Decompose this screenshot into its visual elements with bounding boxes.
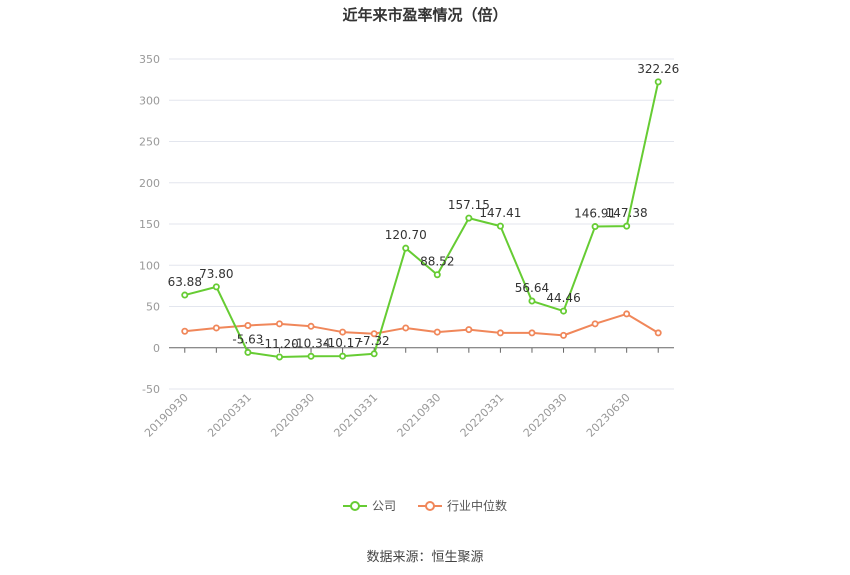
legend-item-company[interactable]: 公司: [342, 497, 396, 514]
series-line: [184, 312, 659, 337]
legend-line-icon: [418, 500, 442, 511]
data-point: [307, 352, 315, 360]
data-point: [275, 353, 283, 361]
x-tick-label: 20190930: [142, 391, 191, 440]
legend-label: 行业中位数: [447, 499, 508, 513]
y-tick-label: 100: [139, 259, 160, 272]
data-label: 44.46: [546, 291, 580, 305]
data-point: [465, 214, 473, 222]
data-label: 120.70: [385, 228, 427, 242]
y-tick-label: 300: [139, 94, 160, 107]
data-point: [623, 222, 631, 230]
legend-item-industry-median[interactable]: 行业中位数: [418, 497, 507, 514]
legend-line-icon: [342, 500, 367, 511]
data-point: [591, 223, 599, 231]
data-point: [212, 283, 220, 291]
data-point: [307, 322, 315, 330]
data-point: [623, 310, 631, 318]
data-label: -5.63: [232, 332, 263, 346]
data-point: [496, 329, 504, 337]
data-label: 157.15: [448, 198, 490, 212]
y-tick-label: 150: [139, 218, 160, 231]
y-tick-label: 200: [139, 177, 160, 190]
data-point: [465, 326, 473, 334]
data-point: [181, 291, 189, 299]
data-point: [339, 328, 347, 336]
data-point: [560, 331, 568, 339]
y-tick-label: 250: [139, 136, 160, 149]
data-label: 63.88: [168, 275, 202, 289]
data-point: [654, 329, 662, 337]
data-point: [433, 328, 441, 336]
y-tick-label: 0: [153, 342, 160, 355]
data-label: -7.32: [359, 334, 390, 348]
data-label: 147.38: [606, 206, 648, 220]
data-point: [275, 320, 283, 328]
data-point: [181, 327, 189, 335]
source-note: 数据来源：恒生聚源: [366, 550, 484, 565]
x-tick-label: 20200930: [268, 391, 317, 440]
legend-label: 公司: [371, 499, 396, 513]
series-line: [184, 81, 660, 358]
data-point: [560, 307, 568, 315]
y-tick-label: 50: [146, 301, 160, 314]
chart-title: 近年来市盈率情况（倍）: [342, 6, 508, 24]
x-tick-label: 20210331: [331, 391, 380, 440]
data-label: 147.41: [479, 206, 521, 220]
data-point: [402, 324, 410, 332]
x-tick-label: 20210930: [395, 391, 444, 440]
data-label: -10.17: [323, 336, 362, 350]
data-point: [654, 78, 662, 86]
x-tick-label: 20200331: [205, 391, 254, 440]
data-point: [244, 348, 252, 356]
grid-lines: [169, 58, 674, 390]
data-point: [402, 244, 410, 252]
x-tick-label: 20220930: [521, 391, 570, 440]
data-label: -10.34: [292, 336, 331, 350]
data-label: 146.91: [574, 207, 616, 221]
data-point: [591, 320, 599, 328]
data-point: [339, 352, 347, 360]
data-point: [244, 321, 252, 329]
data-label: 88.52: [420, 255, 454, 269]
data-point: [528, 297, 536, 305]
x-tick-label: 20220331: [458, 391, 507, 440]
data-label: -11.20: [260, 337, 299, 351]
data-point: [212, 324, 220, 332]
legend: 公司 行业中位数: [0, 497, 850, 514]
data-point: [370, 330, 378, 338]
y-tick-label: -50: [142, 383, 160, 396]
series-layer: [181, 78, 662, 361]
data-point: [370, 350, 378, 358]
data-label: 322.26: [637, 62, 679, 76]
data-label: 73.80: [199, 267, 233, 281]
data-point: [528, 329, 536, 337]
y-tick-label: 350: [139, 53, 160, 66]
data-label: 56.64: [515, 281, 549, 295]
data-point: [433, 271, 441, 279]
x-tick-label: 20230630: [584, 391, 633, 440]
data-point: [496, 222, 504, 230]
